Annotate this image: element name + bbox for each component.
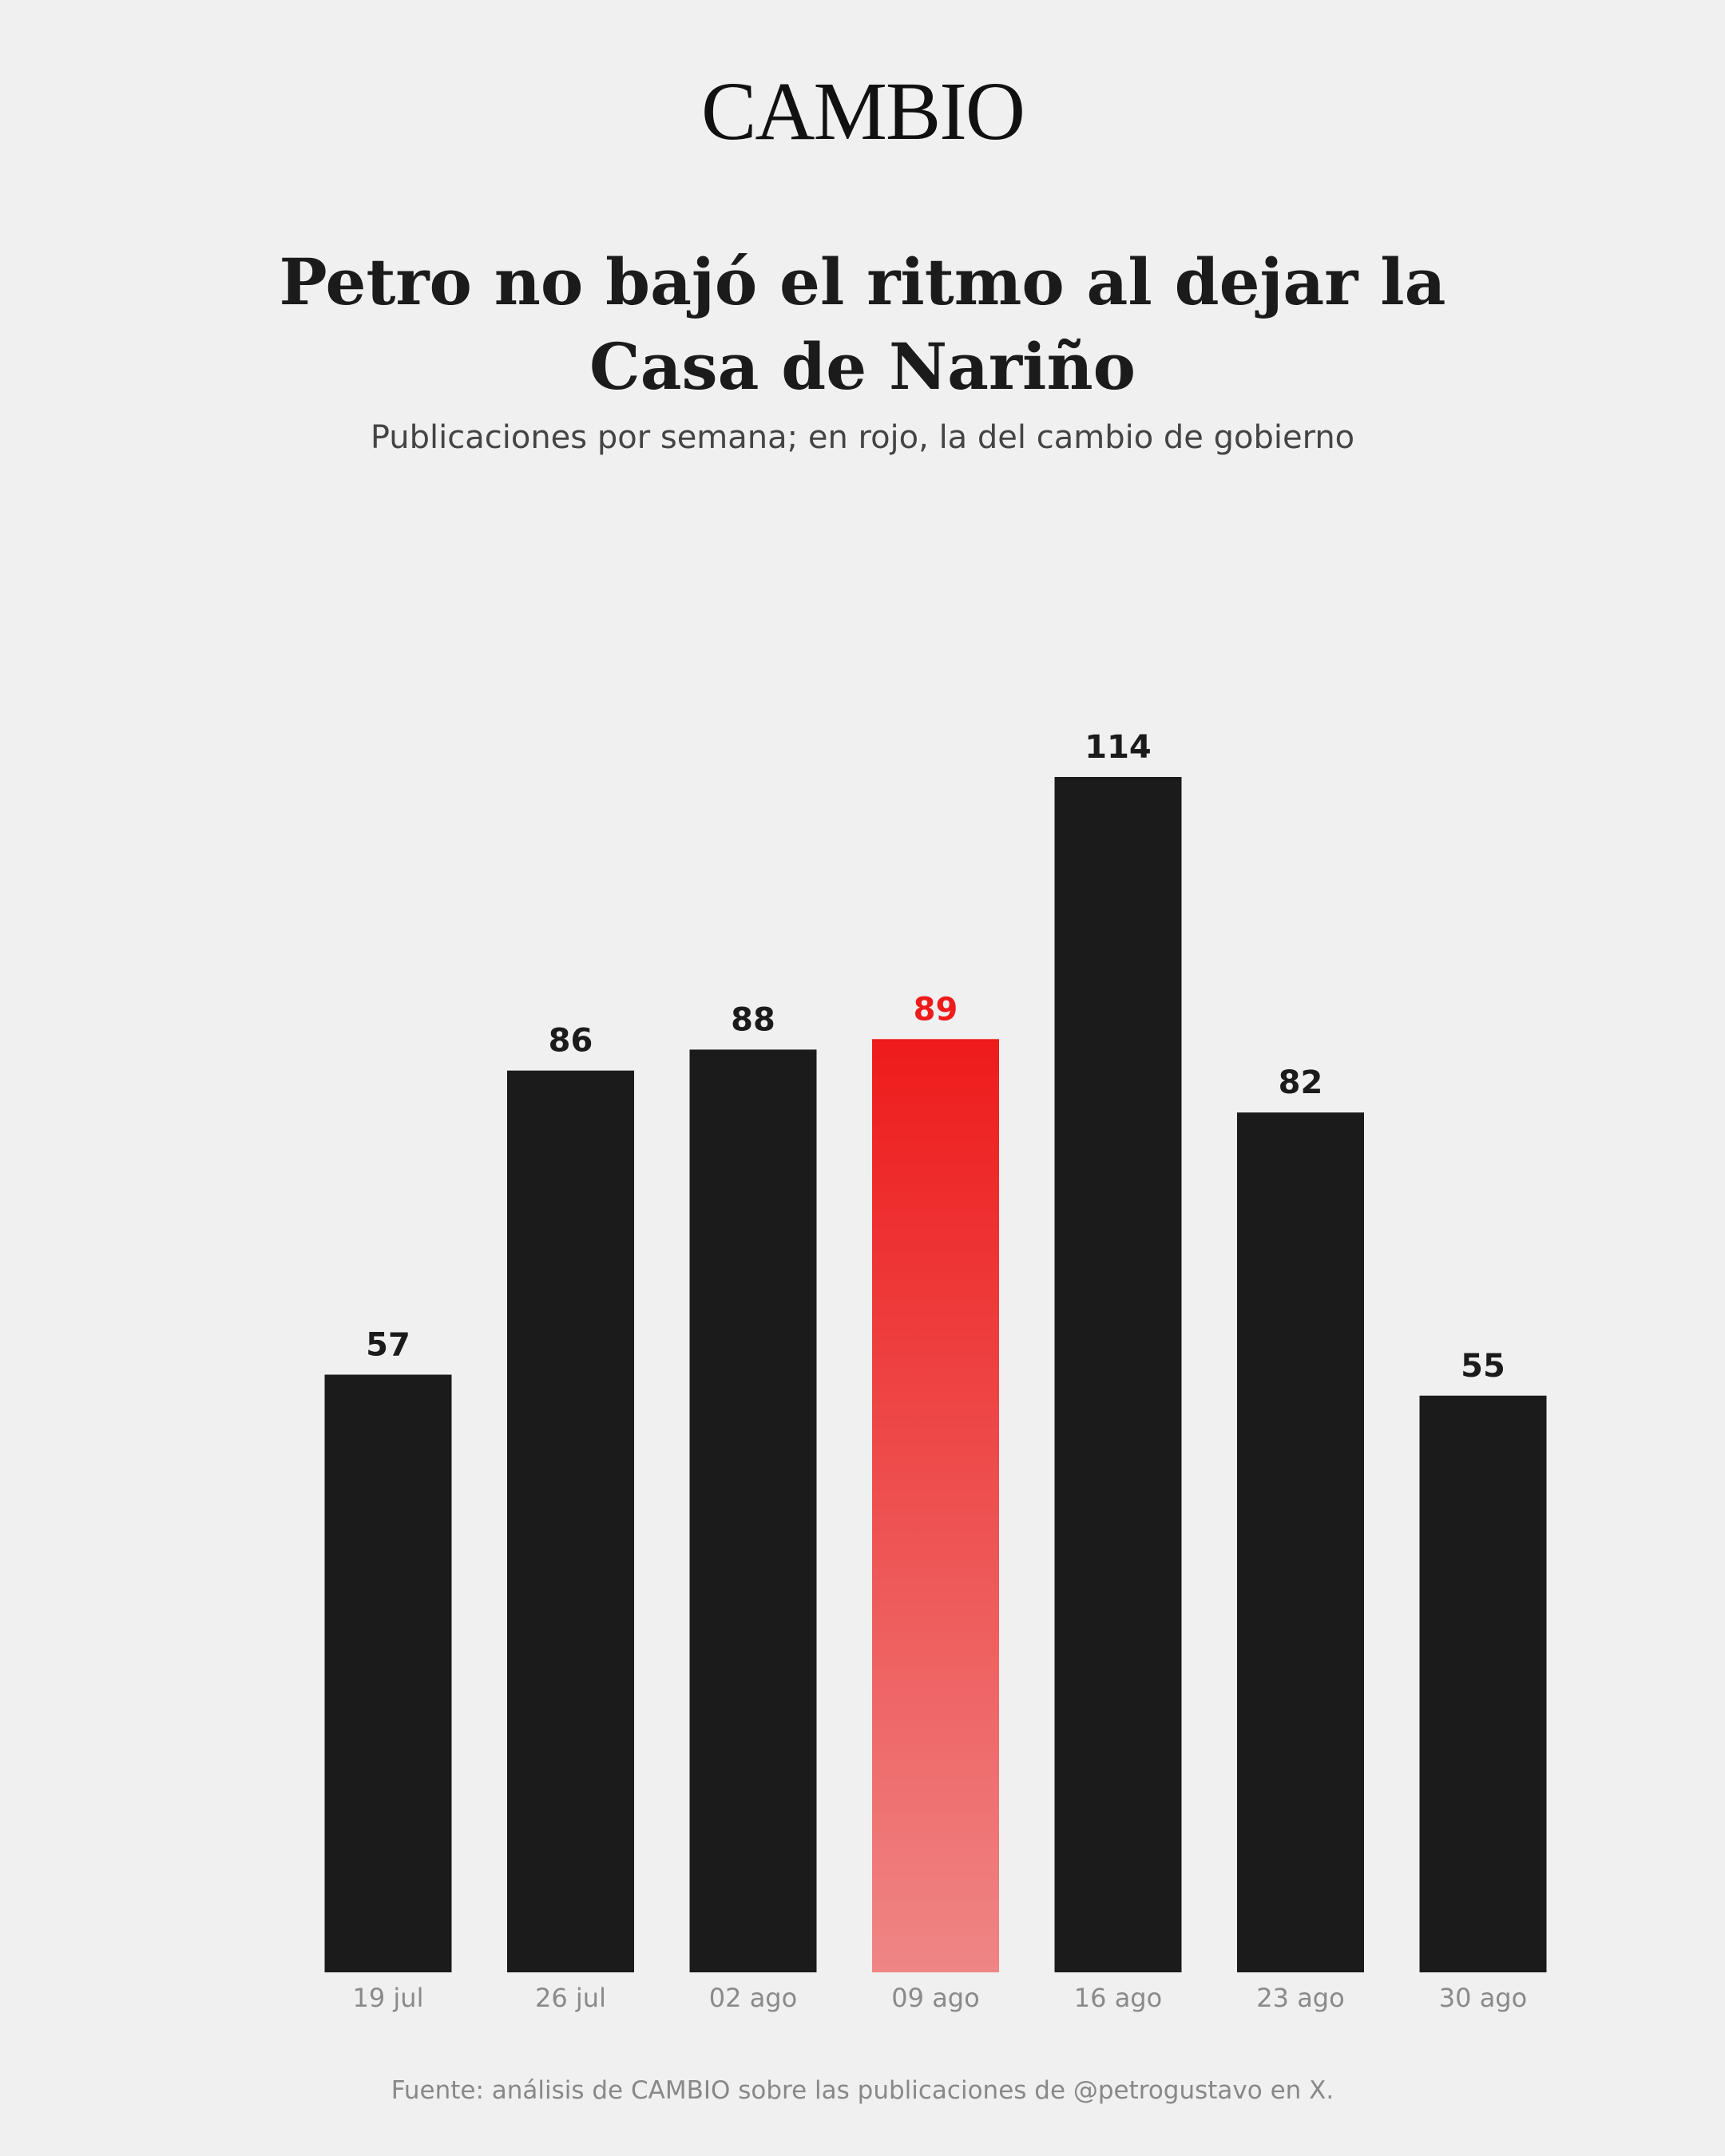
x-tick-label: 30 ago [1439, 1983, 1527, 2013]
x-tick-label: 02 ago [709, 1983, 797, 2013]
source-note: Fuente: análisis de CAMBIO sobre las pub… [391, 2076, 1334, 2105]
bar [507, 1070, 634, 1972]
bar [872, 1039, 999, 1972]
bar [1054, 777, 1182, 1972]
bar [1237, 1112, 1364, 1972]
value-label: 89 [914, 991, 958, 1028]
bar [324, 1374, 452, 1972]
x-tick-label: 26 jul [535, 1983, 606, 2013]
value-label: 114 [1085, 729, 1152, 766]
value-label: 86 [549, 1023, 593, 1060]
value-label: 57 [366, 1327, 410, 1364]
value-label: 82 [1279, 1064, 1323, 1101]
bar [1419, 1395, 1547, 1972]
bar [689, 1049, 817, 1972]
x-tick-label: 16 ago [1074, 1983, 1162, 2013]
value-label: 55 [1461, 1348, 1505, 1385]
logo: CAMBIO [700, 65, 1025, 157]
x-tick-label: 09 ago [891, 1983, 979, 2013]
value-label: 88 [731, 1001, 775, 1038]
x-tick-label: 19 jul [353, 1983, 424, 2013]
x-tick-label: 23 ago [1256, 1983, 1344, 2013]
chart-title: Petro no bajó el ritmo al dejar la Casa … [279, 244, 1446, 404]
chart-subtitle: Publicaciones por semana; en rojo, la de… [370, 419, 1355, 456]
